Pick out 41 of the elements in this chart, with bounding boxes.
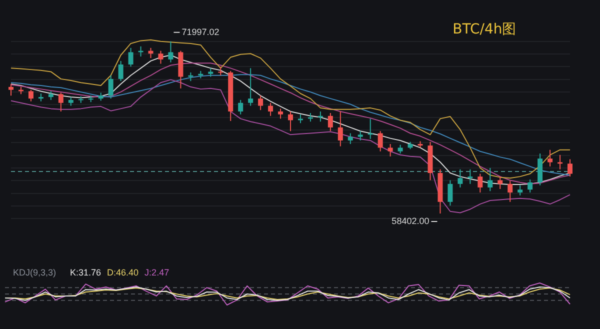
candlestick xyxy=(528,178,533,194)
candlestick xyxy=(328,112,333,132)
candlestick xyxy=(358,130,363,141)
chart-title: BTC/4h图 xyxy=(452,22,516,38)
candlestick xyxy=(158,50,164,64)
candlestick xyxy=(278,108,284,120)
candlestick xyxy=(28,89,34,102)
series-label: D:46.40 xyxy=(107,267,139,278)
candlestick xyxy=(318,110,323,122)
legend-title: KDJ(9,3,3) xyxy=(13,267,56,278)
candlestick xyxy=(518,184,523,196)
candlestick xyxy=(488,167,493,192)
candlestick xyxy=(538,153,543,186)
candlestick xyxy=(128,47,134,68)
series-label: K:31.76 xyxy=(70,267,102,278)
candlestick xyxy=(448,180,453,206)
candlestick xyxy=(338,110,343,147)
candlestick xyxy=(168,40,174,63)
candlestick xyxy=(288,110,293,132)
candlestick xyxy=(548,149,553,167)
candlestick xyxy=(248,68,254,106)
candlestick xyxy=(508,180,513,202)
text: 58402.00 xyxy=(392,216,430,226)
candlestick xyxy=(8,84,14,96)
candlestick xyxy=(58,92,64,112)
candlestick xyxy=(348,132,353,145)
candlestick xyxy=(218,66,224,76)
candlestick xyxy=(458,168,463,188)
candlestick xyxy=(268,102,274,116)
candlestick xyxy=(258,95,264,111)
candlestick xyxy=(108,74,114,100)
candlestick xyxy=(468,168,473,184)
candlestick xyxy=(118,60,124,82)
candlestick xyxy=(478,173,483,194)
candlestick xyxy=(378,130,383,152)
candlestick xyxy=(498,176,503,190)
candlestick xyxy=(568,158,572,178)
annotation: 71997.02 xyxy=(182,26,220,37)
candlestick xyxy=(388,144,393,157)
candlestick xyxy=(238,99,244,115)
series-label: J:2.47 xyxy=(144,267,170,278)
